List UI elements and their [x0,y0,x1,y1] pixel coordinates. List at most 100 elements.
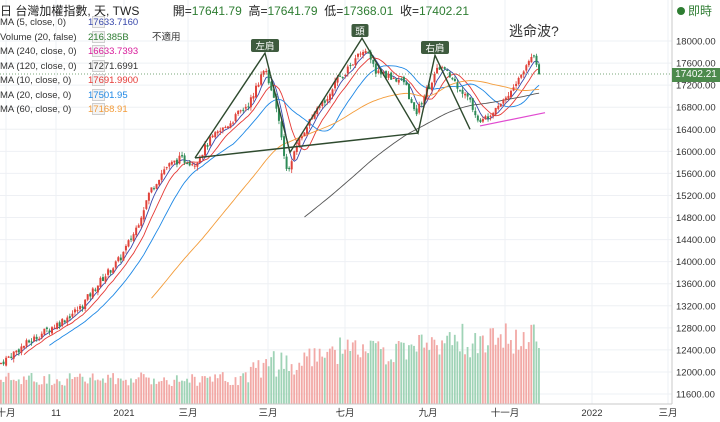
study-settings-icon[interactable] [92,45,105,58]
candle-body [142,210,145,220]
candle-body [79,305,82,310]
candle-body [530,57,533,63]
ma60-line [151,80,540,299]
study-row[interactable]: Volume (20, false) 216.385B 不適用 [0,30,181,46]
candle-body [270,81,273,91]
volume-bar [464,354,466,404]
candle-body [331,89,334,96]
volume-bar [219,374,222,404]
study-value: 17691.9900 [88,75,139,86]
candle-body [155,184,158,189]
candle-body [170,161,173,165]
study-row[interactable]: MA (20, close, 0) 17501.95 [0,88,128,104]
candle-body [377,70,380,74]
candle-body [499,103,502,107]
price-tick-label: 16000.00 [676,147,716,158]
volume-bar [441,340,443,404]
candle-body [99,277,102,287]
price-tick-label: 12000.00 [676,367,716,378]
candle-body [507,95,510,99]
volume-bar [255,367,257,404]
candle-body [369,51,372,60]
volume-bar [446,335,449,404]
volume-bar [379,349,382,404]
candle-body [492,113,495,117]
candle-body [158,179,161,185]
volume-bar [191,374,194,404]
live-indicator[interactable]: 即時 [676,2,712,19]
study-row[interactable]: MA (5, close, 0) 17633.7160 [0,16,138,31]
candle-body [17,349,20,353]
volume-bar [494,344,497,404]
study-settings-icon[interactable] [92,59,105,72]
candle-body [56,323,59,330]
volume-bar [512,353,515,404]
candle-body [206,144,209,147]
volume-bar [51,385,53,404]
head-shoulders-line [194,36,471,159]
volume-bar [265,359,267,404]
study-row[interactable]: MA (10, close, 0) 17691.9900 [0,74,138,89]
study-row[interactable]: MA (240, close, 0) 16633.7393 [0,45,138,60]
volume-bar [96,379,99,404]
candle-body [272,89,275,98]
study-row[interactable]: MA (120, close, 0) 17271.6991 [0,59,138,75]
candle-body [510,90,512,98]
candle-body [226,126,229,129]
candle-body [163,169,166,175]
candle-body [451,77,454,80]
volume-bar [175,375,178,404]
candle-body [306,127,308,134]
candle-body [234,114,237,122]
candle-body [351,64,354,66]
volume-bar [239,376,242,404]
volume-bar [242,373,245,404]
volume-bar [160,380,163,404]
volume-bar [372,340,375,404]
candle-body [130,238,133,240]
candle-body [481,119,484,122]
candle-body [535,55,538,65]
candle-body [280,121,283,138]
candle-body [12,351,15,359]
candle-body [295,146,298,152]
candle-body [201,154,204,158]
volume-bar [316,361,318,404]
study-settings-icon[interactable] [92,88,105,101]
candle-body [413,102,416,110]
candle-body [479,119,482,122]
volume-bar [204,376,206,404]
study-row[interactable]: MA (60, close, 0) 17168.91 [0,103,128,118]
candle-body [298,138,301,147]
volume-bar [497,337,500,404]
volume-bar [428,350,431,404]
candle-body [183,155,186,163]
volume-bar [71,379,74,404]
candle-body [181,155,184,157]
candle-body [25,340,28,347]
study-settings-icon[interactable] [92,103,105,116]
volume-bar [280,352,283,404]
candle-body [277,108,280,121]
volume-bar [260,377,262,404]
volume-bar [474,333,477,404]
time-tick-label: 十月 [0,407,16,419]
candle-body [372,59,375,64]
study-settings-icon[interactable] [92,74,105,87]
volume-bar [423,347,426,404]
study-settings-icon[interactable] [92,16,105,29]
candle-body [168,163,171,167]
candle-body [38,338,41,340]
volume-bar [311,366,313,404]
volume-bar [15,381,18,404]
candle-body [45,327,48,330]
candle-body [68,316,71,319]
candle-body [216,131,219,134]
escape-wave-label: 逃命波? [509,23,559,39]
candle-body [71,313,74,317]
study-settings-icon[interactable] [92,30,105,43]
volume-bar [252,362,255,404]
volume-bar [117,378,120,404]
volume-bar [362,344,364,404]
